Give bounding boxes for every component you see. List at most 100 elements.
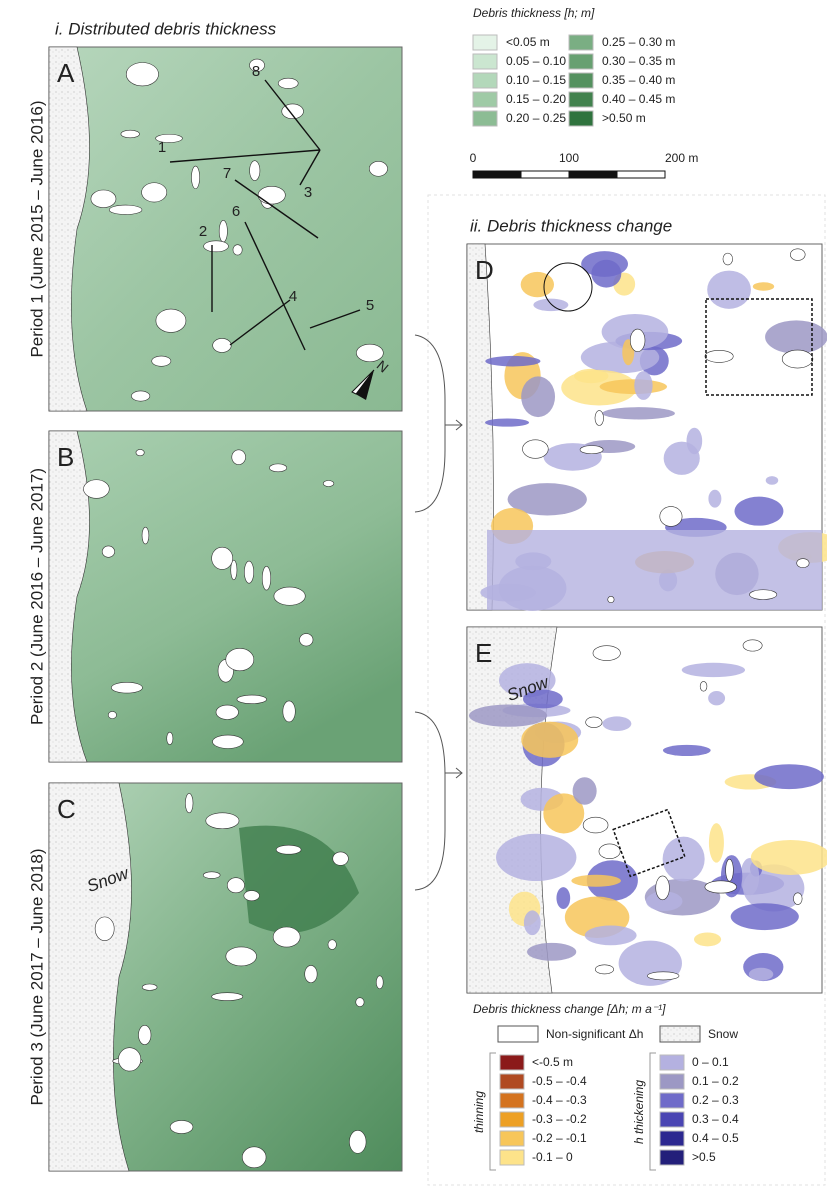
change-patch (485, 356, 540, 367)
figure: i. Distributed debris thickness A Period 1… (0, 0, 827, 1189)
change-patch (556, 887, 570, 909)
scale-label: 100 (559, 151, 579, 165)
blob (233, 245, 242, 255)
blob (595, 411, 604, 426)
legend-label: 0.4 – 0.5 (692, 1131, 739, 1145)
blob (580, 446, 603, 454)
legend-swatch (473, 92, 497, 107)
blob (269, 464, 286, 472)
legend-label: Non-significant Δh (546, 1027, 643, 1041)
legend-label: -0.1 – 0 (532, 1150, 573, 1164)
blob (142, 984, 157, 990)
blob (274, 587, 305, 605)
legend-label: <-0.5 m (532, 1055, 573, 1069)
blob (118, 1048, 140, 1071)
legend-label: 0.05 – 0.10 m (506, 54, 579, 68)
blob (599, 844, 620, 859)
change-patch (573, 777, 597, 805)
blob (705, 350, 733, 362)
blob (793, 893, 802, 905)
legend-swatch (569, 54, 593, 69)
change-patch (634, 371, 652, 400)
change-patch (571, 875, 621, 887)
blob (131, 391, 149, 401)
blob (108, 711, 116, 718)
group-label: h thickening (632, 1080, 646, 1144)
blob (142, 183, 167, 202)
legend-swatch (500, 1131, 524, 1146)
blob (156, 309, 186, 332)
blob (608, 596, 614, 602)
legend-label: 0.10 – 0.15 m (506, 73, 579, 87)
legend-swatch (569, 35, 593, 50)
legend-label: 0 – 0.1 (692, 1055, 729, 1069)
legend-label: >0.50 m (602, 111, 646, 125)
change-patch (602, 407, 675, 419)
blob (83, 480, 109, 499)
panel-letter: A (57, 58, 75, 88)
blob (723, 253, 733, 265)
legend-label: 0.35 – 0.40 m (602, 73, 675, 87)
change-patch (600, 379, 667, 394)
blob (369, 161, 387, 176)
blob (323, 480, 334, 486)
blob (185, 793, 193, 812)
blob (206, 813, 239, 829)
blob (212, 547, 233, 569)
blob (95, 917, 114, 941)
transect-label: 2 (199, 223, 207, 240)
legend-swatch (500, 1074, 524, 1089)
blob (305, 965, 317, 982)
legend-label: 0.25 – 0.30 m (602, 35, 675, 49)
blob (244, 561, 253, 583)
blob (242, 1147, 266, 1168)
blob (250, 161, 260, 181)
period-label: Period 3 (June 2017 – June 2018) (27, 848, 46, 1105)
change-patch (527, 943, 576, 961)
change-patch (694, 932, 721, 946)
change-patch (663, 745, 711, 756)
scale-segment (617, 171, 665, 178)
change-patch (585, 926, 637, 946)
blob (237, 695, 267, 704)
legend-label: 0.20 – 0.25 m (506, 111, 579, 125)
transect-label: 8 (252, 63, 260, 80)
legend-title: Debris thickness change [Δh; m a⁻¹] (473, 1002, 666, 1016)
blob (142, 527, 149, 544)
blob (583, 817, 608, 833)
section-title: i. Distributed debris thickness (55, 19, 277, 38)
legend-swatch (569, 111, 593, 126)
blob (232, 450, 246, 465)
legend-label: Snow (708, 1027, 738, 1041)
blob (170, 1120, 193, 1133)
blob (203, 872, 220, 879)
change-patch (766, 476, 779, 485)
blob (136, 449, 144, 455)
blob (121, 130, 140, 138)
blob (204, 241, 229, 252)
legend-swatch (473, 73, 497, 88)
transect-label: 3 (304, 184, 312, 201)
legend-label: -0.2 – -0.1 (532, 1131, 587, 1145)
legend-label: >0.5 (692, 1150, 716, 1164)
blob (276, 845, 301, 854)
transect-label: 5 (366, 297, 374, 314)
change-patch (602, 716, 631, 731)
legend-swatch (660, 1055, 684, 1070)
section-title: ii. Debris thickness change (470, 216, 672, 235)
legend-swatch (660, 1131, 684, 1146)
period-label: Period 1 (June 2015 – June 2016) (27, 100, 46, 357)
blob (790, 249, 805, 261)
blob (91, 190, 116, 208)
legend-label: 0.15 – 0.20 m (506, 92, 579, 106)
change-patch (749, 968, 773, 981)
blob (349, 1130, 366, 1153)
blob (797, 559, 809, 568)
blob (376, 976, 383, 989)
legend-swatch (473, 35, 497, 50)
blob (656, 876, 670, 900)
change-patch (735, 497, 784, 526)
change-patch (524, 910, 541, 935)
legend-swatch (660, 1026, 700, 1042)
legend-swatch (660, 1150, 684, 1165)
